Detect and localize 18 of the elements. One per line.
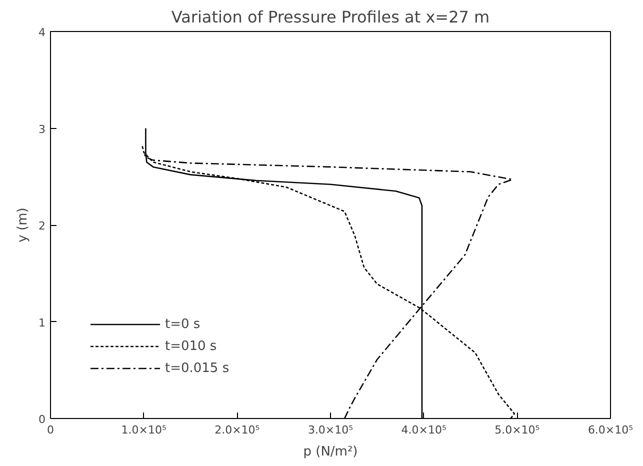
x-tick-label: 4.0×10⁵ <box>401 424 446 436</box>
x-axis-title: p (N/m²) <box>303 444 358 460</box>
text: t=0 s <box>165 316 200 332</box>
chart-title: Variation of Pressure Profiles at x=27 m <box>171 8 490 26</box>
y-tick-label: 1 <box>38 316 46 330</box>
y-tick-label: 2 <box>38 220 46 232</box>
x-tick-label: 2.0×10⁵ <box>214 424 260 436</box>
x-tick-label: 0 <box>47 424 54 436</box>
y-tick-label: 4 <box>38 26 46 39</box>
text: t=0.015 s <box>165 360 230 376</box>
y-tick-label: 0 <box>38 413 46 426</box>
x-tick-label: 1.0×10⁵ <box>121 424 166 436</box>
x-tick-label: 6.0×10⁵ <box>588 424 634 436</box>
y-axis-title: y (m) <box>16 208 30 242</box>
x-tick-label: 3.0×10⁵ <box>308 424 354 436</box>
x-tick-label: 5.0×10⁵ <box>494 424 540 436</box>
y-tick-label: 3 <box>38 122 46 136</box>
text: t=010 s <box>165 338 217 354</box>
